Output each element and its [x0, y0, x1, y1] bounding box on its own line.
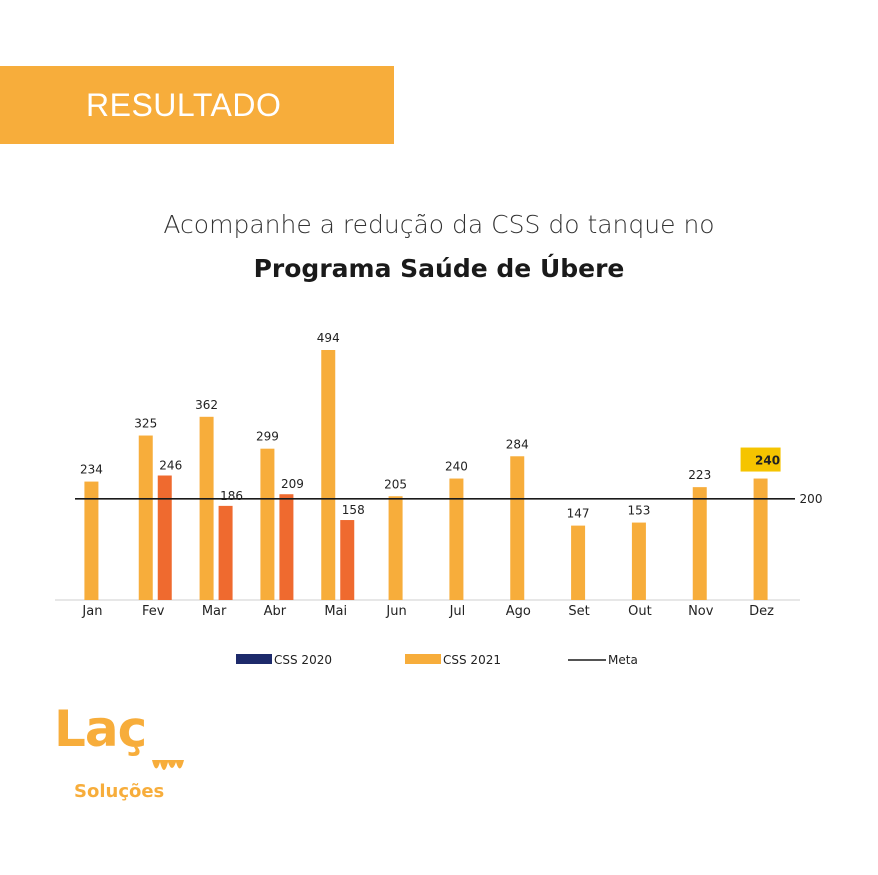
- legend-label-css-2020: CSS 2020: [274, 653, 332, 667]
- logo-subtitle: Soluções: [74, 781, 165, 802]
- chart-subtitle: Acompanhe a redução da CSS do tanque no: [163, 210, 715, 239]
- x-tick-label-dez: Dez: [749, 604, 774, 619]
- bar-css2020-fev: [157, 475, 172, 600]
- bar-css2021-mai: [321, 350, 336, 600]
- x-tick-label-out: Out: [628, 604, 652, 619]
- highlight-label-box: [740, 447, 781, 472]
- legend-swatch-css-2020: [236, 654, 272, 664]
- data-label-css2020-mar: 186: [220, 489, 243, 503]
- data-label-css2021-abr: 299: [256, 430, 279, 444]
- highlight-label: 240: [755, 454, 780, 468]
- legend-label-css-2021: CSS 2021: [443, 653, 501, 667]
- data-label-css2021-fev: 325: [134, 417, 157, 431]
- bar-css2021-out: [631, 522, 646, 600]
- legend-label-meta: Meta: [608, 653, 638, 667]
- data-label-css2021-mar: 362: [195, 398, 218, 412]
- banner-label: RESULTADO: [86, 86, 282, 123]
- bar-css2021-jun: [388, 496, 403, 600]
- bar-css2021-set: [571, 525, 586, 600]
- x-tick-label-jun: Jun: [385, 604, 406, 619]
- bar-css2021-nov: [692, 487, 707, 600]
- bar-css2021-mar: [199, 416, 214, 600]
- bar-css2021-ago: [510, 456, 525, 600]
- x-tick-label-mai: Mai: [324, 604, 347, 619]
- x-tick-label-jul: Jul: [449, 604, 466, 619]
- x-tick-label-mar: Mar: [202, 604, 227, 619]
- data-label-css2021-jun: 205: [384, 477, 407, 491]
- data-label-css2021-jan: 234: [80, 463, 103, 477]
- bar-css2021-dez: [753, 478, 768, 600]
- logo-mark: Laç: [54, 700, 147, 758]
- bar-css2020-mai: [340, 520, 355, 600]
- meta-reference-value: 200: [800, 492, 823, 506]
- data-label-css2020-abr: 209: [281, 477, 304, 491]
- logo-drip-icon: [152, 760, 184, 770]
- bar-css2021-abr: [260, 448, 275, 600]
- x-tick-label-fev: Fev: [142, 604, 165, 619]
- data-label-css2021-mai: 494: [317, 331, 340, 345]
- bar-css2020-abr: [279, 494, 294, 600]
- chart-title: Programa Saúde de Úbere: [253, 254, 625, 283]
- x-tick-label-nov: Nov: [688, 604, 714, 619]
- data-label-css2021-jul: 240: [445, 460, 468, 474]
- x-tick-label-jan: Jan: [81, 604, 102, 619]
- bar-css2020-mar: [218, 505, 233, 600]
- data-label-css2020-fev: 246: [159, 459, 182, 473]
- result-banner: RESULTADO: [0, 66, 394, 144]
- x-tick-label-abr: Abr: [264, 604, 287, 619]
- data-label-css2020-mai: 158: [342, 503, 365, 517]
- bar-css2021-jul: [449, 478, 464, 600]
- bar-css2021-jan: [84, 481, 99, 600]
- data-label-css2021-out: 153: [627, 504, 650, 518]
- data-label-css2021-nov: 223: [688, 468, 711, 482]
- data-label-css2021-ago: 284: [506, 437, 529, 451]
- x-tick-label-set: Set: [568, 604, 589, 619]
- bar-css2021-fev: [138, 435, 153, 600]
- x-tick-label-ago: Ago: [506, 604, 531, 619]
- data-label-css2021-set: 147: [567, 507, 590, 521]
- legend-swatch-css-2021: [405, 654, 441, 664]
